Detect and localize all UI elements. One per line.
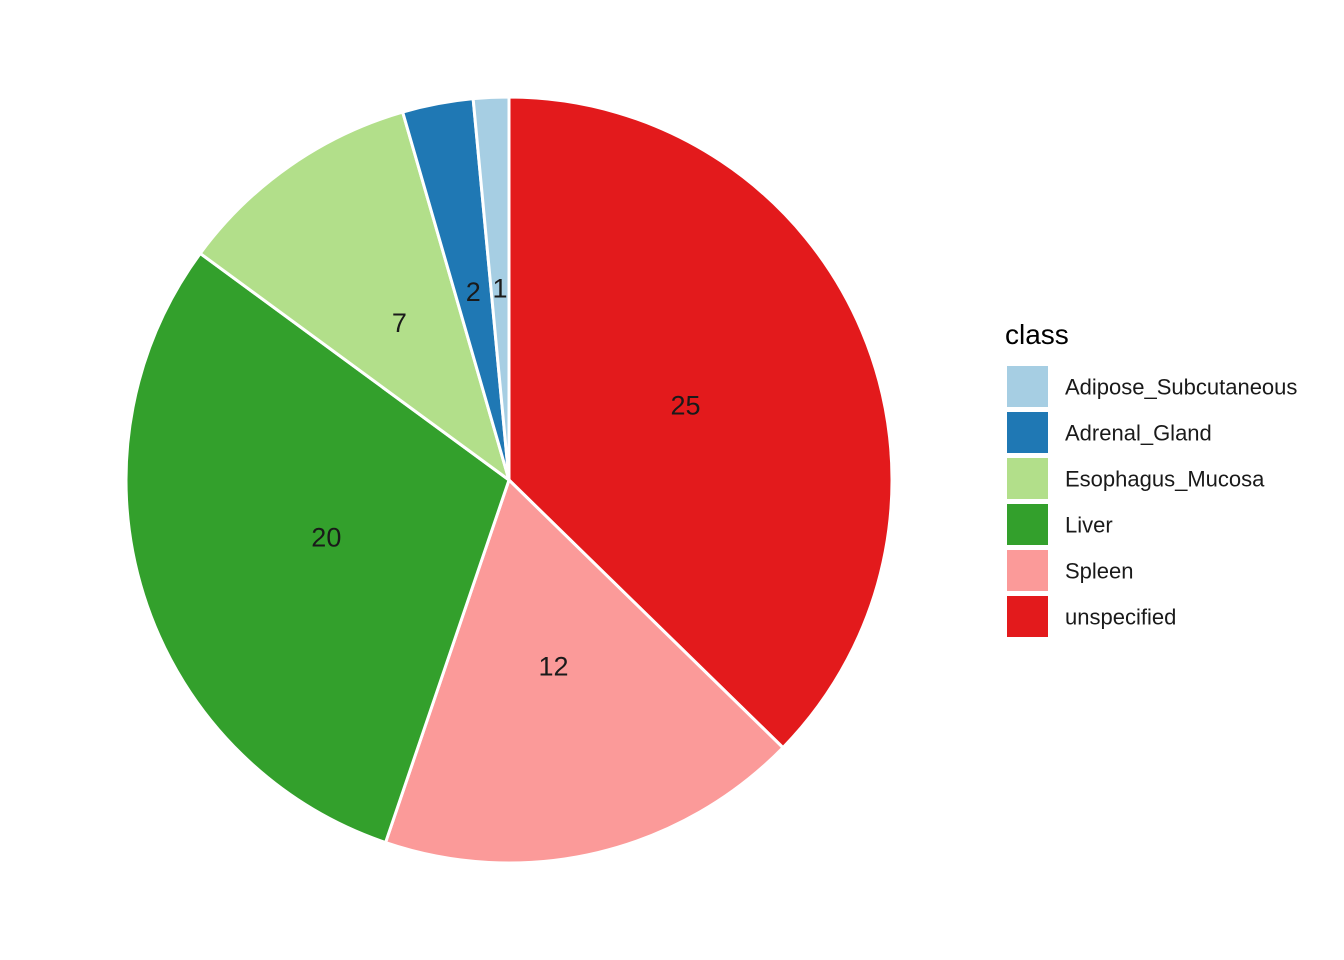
slice-value-label-spleen: 12 — [538, 651, 568, 681]
legend-swatch-esophagus-mucosa — [1007, 458, 1048, 499]
legend: class Adipose_Subcutaneous Adrenal_Gland E… — [1005, 319, 1297, 637]
legend-label-liver: Liver — [1065, 513, 1113, 538]
pie-slice-esophagus-mucosa — [198, 110, 512, 484]
pie-slice-unspecified — [507, 95, 894, 750]
slice-value-label-unspecified: 25 — [670, 391, 700, 421]
legend-items: Adipose_Subcutaneous Adrenal_Gland Esophag… — [1007, 366, 1297, 637]
slice-value-label-adipose-subcutaneous: 1 — [493, 274, 508, 304]
legend-label-adrenal-gland: Adrenal_Gland — [1065, 421, 1212, 446]
legend-swatch-spleen — [1007, 550, 1048, 591]
pie-slice-liver — [124, 251, 511, 845]
pie-slice-spleen — [383, 477, 786, 865]
legend-swatch-adrenal-gland — [1007, 412, 1048, 453]
legend-swatch-adipose-subcutaneous — [1007, 366, 1048, 407]
pie-slices — [124, 95, 894, 865]
legend-label-esophagus-mucosa: Esophagus_Mucosa — [1065, 467, 1265, 492]
pie-slice-adipose-subcutaneous — [471, 95, 511, 481]
legend-swatch-liver — [1007, 504, 1048, 545]
legend-swatch-unspecified — [1007, 596, 1048, 637]
slice-value-label-esophagus-mucosa: 7 — [392, 308, 407, 338]
legend-label-spleen: Spleen — [1065, 559, 1134, 584]
legend-title: class — [1005, 319, 1069, 350]
legend-label-unspecified: unspecified — [1065, 605, 1176, 630]
slice-value-label-adrenal-gland: 2 — [466, 277, 481, 307]
legend-label-adipose-subcutaneous: Adipose_Subcutaneous — [1065, 375, 1297, 400]
pie-slice-labels: 25 12 20 7 2 1 — [311, 274, 700, 682]
slice-value-label-liver: 20 — [311, 522, 341, 552]
